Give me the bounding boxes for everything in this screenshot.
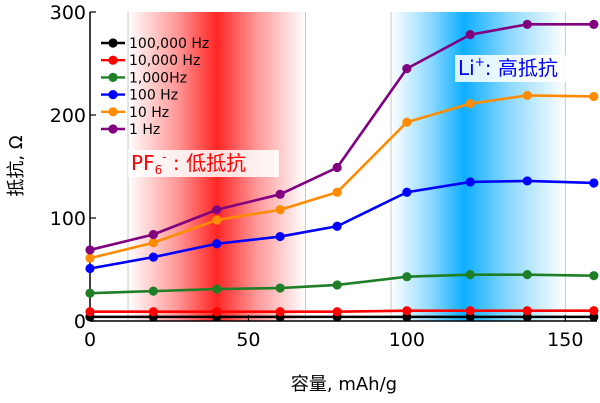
legend-item: 100,000 Hz xyxy=(101,36,209,52)
data-point xyxy=(522,19,532,29)
data-point xyxy=(212,284,222,294)
data-point xyxy=(85,263,95,274)
legend-label: 100 Hz xyxy=(129,88,178,104)
data-point xyxy=(589,306,599,316)
annotation-li-main: Li xyxy=(458,56,475,80)
annotation-li: Li+: 高抵抗 xyxy=(455,55,579,82)
legend-label: 10,000 Hz xyxy=(129,53,200,69)
data-point xyxy=(332,187,342,197)
series-line xyxy=(90,309,594,314)
annotation-pf6: PF6- : 低抵抗 xyxy=(128,150,279,177)
data-point xyxy=(402,272,412,282)
data-point xyxy=(275,205,285,215)
series-1 xyxy=(85,306,599,317)
data-point xyxy=(275,189,285,199)
annotation-pf6-sup: - xyxy=(162,150,166,164)
annotation-pf6-rest: : 低抵抗 xyxy=(167,151,246,175)
annotation-li-rest: : 高抵抗 xyxy=(485,56,558,80)
x-tick-label: 100 xyxy=(389,329,425,351)
data-point xyxy=(85,245,95,255)
data-point xyxy=(589,271,599,281)
legend-swatch-marker xyxy=(108,55,118,65)
y-tick-label: 200 xyxy=(50,105,86,127)
data-point xyxy=(332,162,342,173)
series-4 xyxy=(85,90,599,263)
data-point xyxy=(332,221,342,231)
y-tick-label: 100 xyxy=(50,208,86,230)
svg-text:Li+: 高抵抗: Li+: 高抵抗 xyxy=(458,55,558,80)
legend-label: 100,000 Hz xyxy=(129,36,209,52)
data-point xyxy=(402,64,412,74)
x-tick-label: 0 xyxy=(84,329,96,351)
legend-swatch-marker xyxy=(108,90,118,100)
legend-item: 1 Hz xyxy=(101,122,160,138)
legend-label: 1 Hz xyxy=(129,122,160,138)
y-tick-label: 300 xyxy=(50,2,86,24)
legend-label: 1,000Hz xyxy=(129,70,187,86)
data-point xyxy=(522,90,532,101)
data-point xyxy=(465,270,475,280)
y-tick-label: 0 xyxy=(74,311,86,333)
data-point xyxy=(85,288,95,298)
data-point xyxy=(212,307,222,317)
series-3 xyxy=(85,176,599,274)
data-point xyxy=(522,270,532,280)
data-point xyxy=(402,187,412,197)
data-point xyxy=(589,178,599,188)
legend-item: 10,000 Hz xyxy=(101,53,200,69)
data-point xyxy=(465,99,475,109)
svg-text:PF6- : 低抵抗: PF6- : 低抵抗 xyxy=(131,150,246,177)
data-point xyxy=(332,307,342,317)
x-axis-title: 容量, mAh/g xyxy=(291,374,397,395)
data-point xyxy=(402,117,412,127)
data-point xyxy=(522,176,532,186)
x-tick-label: 150 xyxy=(547,329,583,351)
data-point xyxy=(465,177,475,187)
legend-swatch-marker xyxy=(108,124,118,134)
annotation-pf6-sub: 6 xyxy=(155,163,163,177)
legend-swatch-marker xyxy=(108,38,118,48)
legend-swatch-marker xyxy=(108,72,118,82)
legend-item: 1,000Hz xyxy=(101,70,187,86)
data-point xyxy=(275,231,285,242)
data-point xyxy=(212,239,222,249)
data-point xyxy=(465,30,475,40)
series-5 xyxy=(85,19,599,255)
x-tick-label: 50 xyxy=(236,329,260,351)
data-point xyxy=(275,307,285,317)
annotation-pf6-main: PF xyxy=(131,151,155,175)
data-point xyxy=(85,307,95,317)
data-point xyxy=(148,286,158,296)
legend-label: 10 Hz xyxy=(129,105,169,121)
y-axis-title: 抵抗, Ω xyxy=(6,135,27,196)
data-point xyxy=(148,307,158,317)
legend-swatch-marker xyxy=(108,107,118,117)
data-point xyxy=(402,306,412,316)
data-point xyxy=(275,283,285,293)
data-point xyxy=(148,238,158,248)
data-point xyxy=(212,215,222,225)
data-point xyxy=(522,306,532,316)
data-point xyxy=(589,19,599,29)
data-point xyxy=(465,306,475,316)
data-point xyxy=(332,280,342,290)
data-point xyxy=(212,205,222,215)
data-point xyxy=(148,252,158,262)
legend-item: 10 Hz xyxy=(101,105,169,121)
data-point xyxy=(589,91,599,102)
legend-item: 100 Hz xyxy=(101,88,178,104)
data-point xyxy=(85,253,95,263)
data-point xyxy=(148,229,158,240)
series-2 xyxy=(85,270,599,298)
annotation-li-sup: + xyxy=(475,55,485,69)
